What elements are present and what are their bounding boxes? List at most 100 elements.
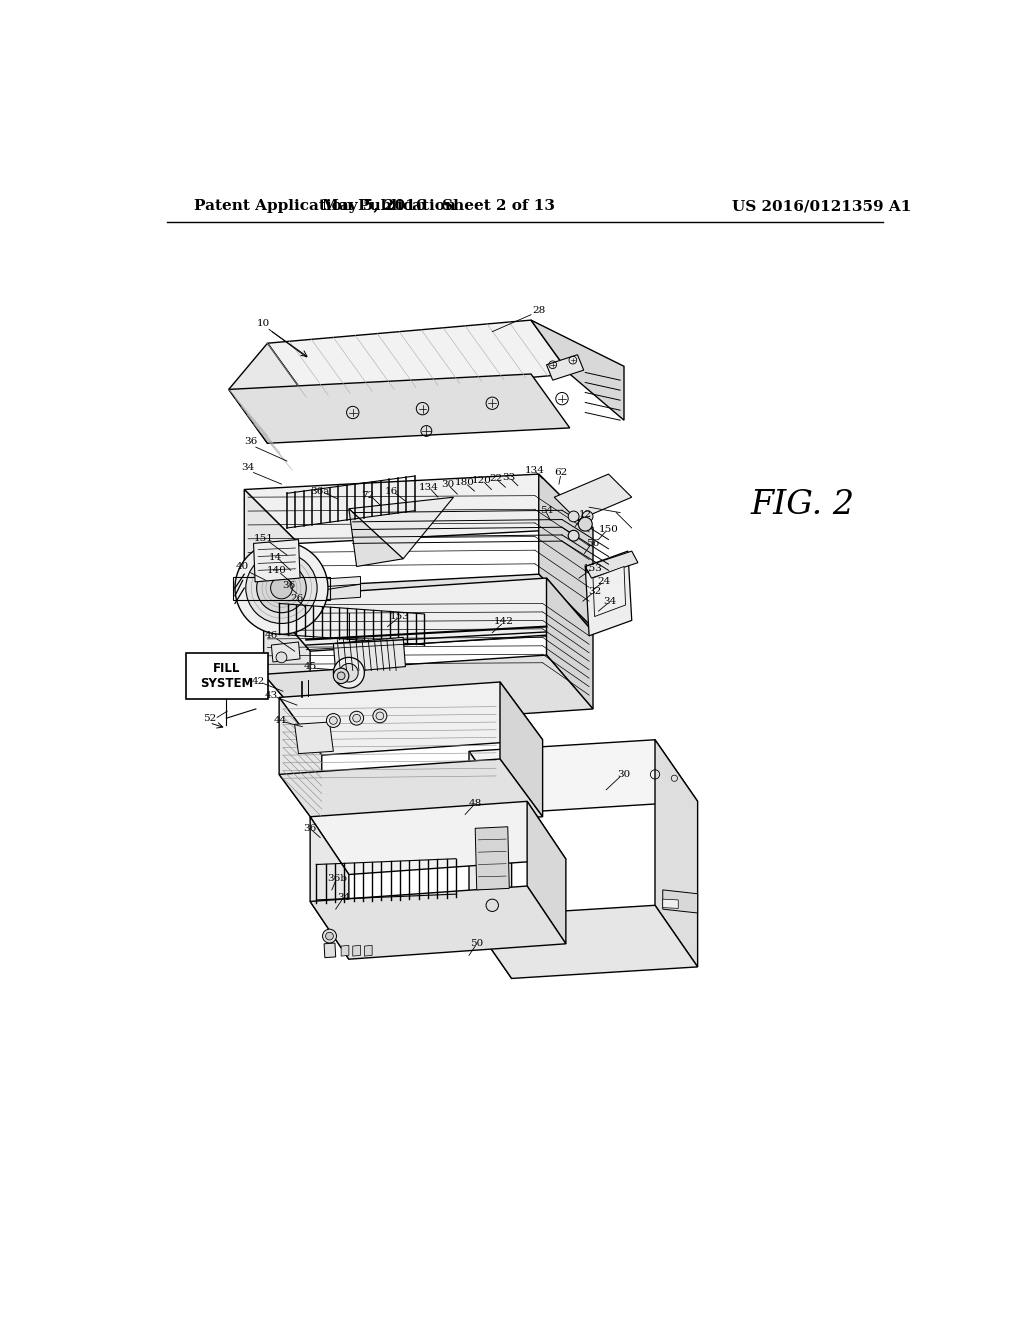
Polygon shape [663,899,678,908]
Polygon shape [245,474,593,544]
Polygon shape [586,552,632,636]
Polygon shape [469,739,697,813]
Polygon shape [475,826,509,890]
Text: 153: 153 [389,612,410,620]
Text: 43: 43 [265,692,278,701]
Polygon shape [547,578,593,709]
Text: 36: 36 [282,581,295,590]
Text: 33: 33 [503,473,516,482]
Text: 120: 120 [472,475,493,484]
Text: 151: 151 [254,533,273,543]
Polygon shape [295,722,334,754]
Polygon shape [531,321,624,420]
Text: 22: 22 [489,474,503,483]
Polygon shape [334,638,406,673]
Polygon shape [310,886,566,960]
Polygon shape [245,574,593,644]
Circle shape [270,577,292,599]
Circle shape [340,664,358,682]
Circle shape [246,553,317,623]
Text: 140: 140 [267,566,287,574]
Polygon shape [539,474,593,628]
Text: FILL
SYSTEM: FILL SYSTEM [200,661,253,690]
Polygon shape [280,759,543,832]
Polygon shape [527,801,566,944]
Text: 40: 40 [237,562,249,572]
Circle shape [583,511,593,521]
Polygon shape [324,942,336,958]
Polygon shape [655,739,697,966]
Polygon shape [327,585,360,599]
Circle shape [276,652,287,663]
Circle shape [257,564,306,612]
Circle shape [672,775,678,781]
Text: 34: 34 [242,463,255,473]
Polygon shape [254,540,300,582]
Text: 52: 52 [203,714,216,723]
Polygon shape [186,653,267,700]
Polygon shape [280,682,543,755]
Text: 153: 153 [583,564,603,573]
Polygon shape [310,817,349,960]
Circle shape [486,899,499,911]
Text: 134: 134 [419,483,438,491]
Polygon shape [327,577,360,586]
Text: 30: 30 [617,770,631,779]
Text: 142: 142 [494,618,514,627]
Polygon shape [263,655,593,729]
Text: 45: 45 [303,663,316,671]
Text: 24: 24 [597,577,610,586]
Polygon shape [349,508,403,566]
Text: 36: 36 [244,437,257,446]
Polygon shape [469,906,697,978]
Polygon shape [547,355,584,380]
Polygon shape [586,552,638,578]
Text: 12: 12 [579,510,592,519]
Circle shape [327,714,340,727]
Circle shape [323,929,337,942]
Text: 36: 36 [303,824,316,833]
Circle shape [352,714,360,722]
Polygon shape [280,697,322,832]
Text: 34: 34 [603,597,616,606]
Circle shape [337,672,345,680]
Polygon shape [365,945,372,956]
Text: 36a: 36a [310,487,330,495]
Text: 36b: 36b [328,874,347,883]
Text: 26: 26 [291,594,303,603]
Text: 50: 50 [470,940,483,948]
Polygon shape [554,474,632,520]
Text: 16: 16 [385,487,398,496]
Circle shape [234,541,328,635]
Text: US 2016/0121359 A1: US 2016/0121359 A1 [732,199,912,213]
Polygon shape [245,490,299,644]
Text: FIG. 2: FIG. 2 [751,488,854,521]
Circle shape [334,657,365,688]
Text: 32: 32 [588,586,601,595]
Text: Patent Application Publication: Patent Application Publication [194,199,456,213]
Circle shape [579,517,592,531]
Circle shape [568,531,579,541]
Polygon shape [228,374,569,444]
Polygon shape [500,682,543,817]
Text: 48: 48 [469,799,482,808]
Polygon shape [310,801,566,874]
Polygon shape [228,343,306,444]
Text: 46: 46 [265,631,278,640]
Text: 54: 54 [540,506,553,515]
Circle shape [330,717,337,725]
Polygon shape [263,578,593,651]
Text: 62: 62 [554,469,567,477]
Polygon shape [267,321,569,397]
Polygon shape [469,751,512,978]
Text: 72: 72 [361,491,375,500]
Circle shape [373,709,387,723]
Polygon shape [271,642,300,663]
Text: 14: 14 [268,553,282,562]
Text: 34: 34 [337,894,350,902]
Polygon shape [593,566,626,616]
Text: 56: 56 [587,539,600,548]
Polygon shape [341,945,349,956]
Circle shape [326,932,334,940]
Circle shape [334,668,349,684]
